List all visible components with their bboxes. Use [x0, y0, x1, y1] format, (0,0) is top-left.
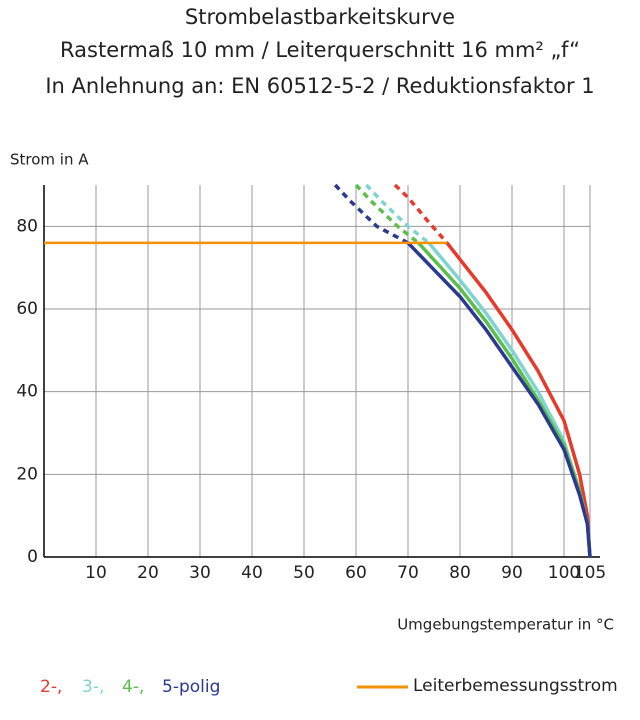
legend-label: 2-,	[40, 677, 62, 697]
x-axis-label: Umgebungstemperatur in °C	[397, 616, 614, 634]
series-line	[365, 183, 430, 245]
series-line	[354, 183, 420, 245]
y-axis-label: Strom in A	[10, 151, 89, 169]
legend-label: 5-polig	[162, 677, 220, 697]
x-tick-label: 90	[501, 563, 523, 583]
y-tick-label: 20	[16, 464, 38, 484]
series-line	[445, 241, 592, 558]
x-tick-label: 20	[137, 563, 159, 583]
x-tick-label: 60	[345, 563, 367, 583]
series-line	[333, 183, 409, 245]
legend-label: 4-,	[122, 677, 144, 697]
series-line	[406, 241, 592, 558]
legend-label: 3-,	[82, 677, 104, 697]
y-tick-label: 40	[16, 382, 38, 402]
x-tick-label: 100	[548, 563, 580, 583]
x-tick-label: 40	[241, 563, 263, 583]
y-tick-label: 60	[16, 299, 38, 319]
series-line	[393, 183, 449, 245]
x-tick-label: 10	[85, 563, 107, 583]
x-tick-label: 105	[574, 563, 606, 583]
chart-subtitle: In Anlehnung an: EN 60512-5-2 / Reduktio…	[45, 74, 594, 98]
x-tick-label: 80	[449, 563, 471, 583]
x-tick-label: 70	[397, 563, 419, 583]
chart-title: Strombelastbarkeitskurve	[185, 5, 455, 29]
legend-label: Leiterbemessungsstrom	[413, 676, 618, 696]
x-tick-label: 30	[189, 563, 211, 583]
y-tick-label: 0	[27, 547, 38, 567]
y-tick-label: 80	[16, 216, 38, 236]
x-tick-label: 50	[293, 563, 315, 583]
chart-subtitle: Rastermaß 10 mm / Leiterquerschnitt 16 m…	[60, 38, 580, 62]
